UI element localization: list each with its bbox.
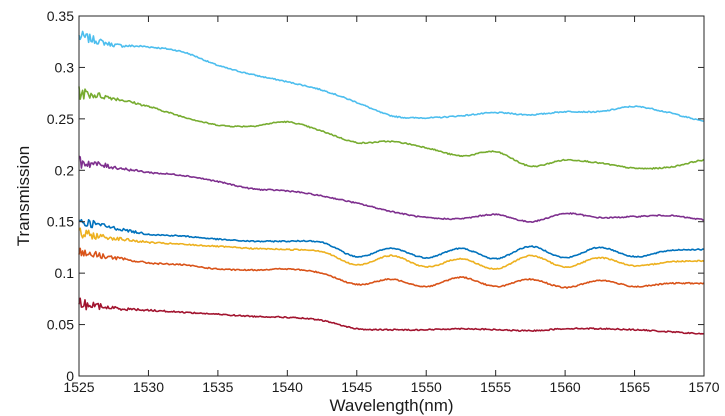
y-tick-label: 0.25 xyxy=(47,111,74,127)
x-tick-label: 1540 xyxy=(272,379,303,395)
series-line-3 xyxy=(78,155,705,224)
x-tick-label: 1565 xyxy=(619,379,650,395)
plot-frame xyxy=(78,15,705,377)
axis-ticks xyxy=(78,15,705,377)
x-tick-label: 1560 xyxy=(550,379,581,395)
y-tick-label: 0.3 xyxy=(55,59,75,75)
y-axis-label: Transmission xyxy=(14,146,33,246)
y-tick-label: 0.2 xyxy=(55,162,75,178)
series-line-1 xyxy=(78,30,705,122)
series-line-7 xyxy=(78,297,705,335)
x-axis-label: Wavelength(nm) xyxy=(329,396,453,415)
x-tick-label: 1550 xyxy=(411,379,442,395)
series-line-4 xyxy=(78,218,705,260)
y-tick-label: 0.35 xyxy=(47,8,74,24)
y-tick-label: 0 xyxy=(66,368,74,384)
series-line-6 xyxy=(78,247,705,289)
x-tick-label: 1530 xyxy=(133,379,164,395)
x-tick-label: 1555 xyxy=(480,379,511,395)
y-tick-label: 0.1 xyxy=(55,265,75,281)
series-line-5 xyxy=(78,227,705,271)
x-tick-label: 1545 xyxy=(341,379,372,395)
y-tick-label: 0.05 xyxy=(47,317,74,333)
x-tick-label: 1535 xyxy=(202,379,233,395)
y-tick-labels: 0 0.05 0.1 0.15 0.2 0.25 0.3 0.35 xyxy=(47,8,74,384)
series-lines xyxy=(78,30,705,335)
x-tick-label: 1570 xyxy=(688,379,719,395)
x-tick-labels: 1525 1530 1535 1540 1545 1550 1555 1560 1565 1570 xyxy=(63,379,719,395)
x-tick-label: 1525 xyxy=(63,379,94,395)
y-tick-label: 0.15 xyxy=(47,214,74,230)
series-line-2 xyxy=(78,86,705,170)
